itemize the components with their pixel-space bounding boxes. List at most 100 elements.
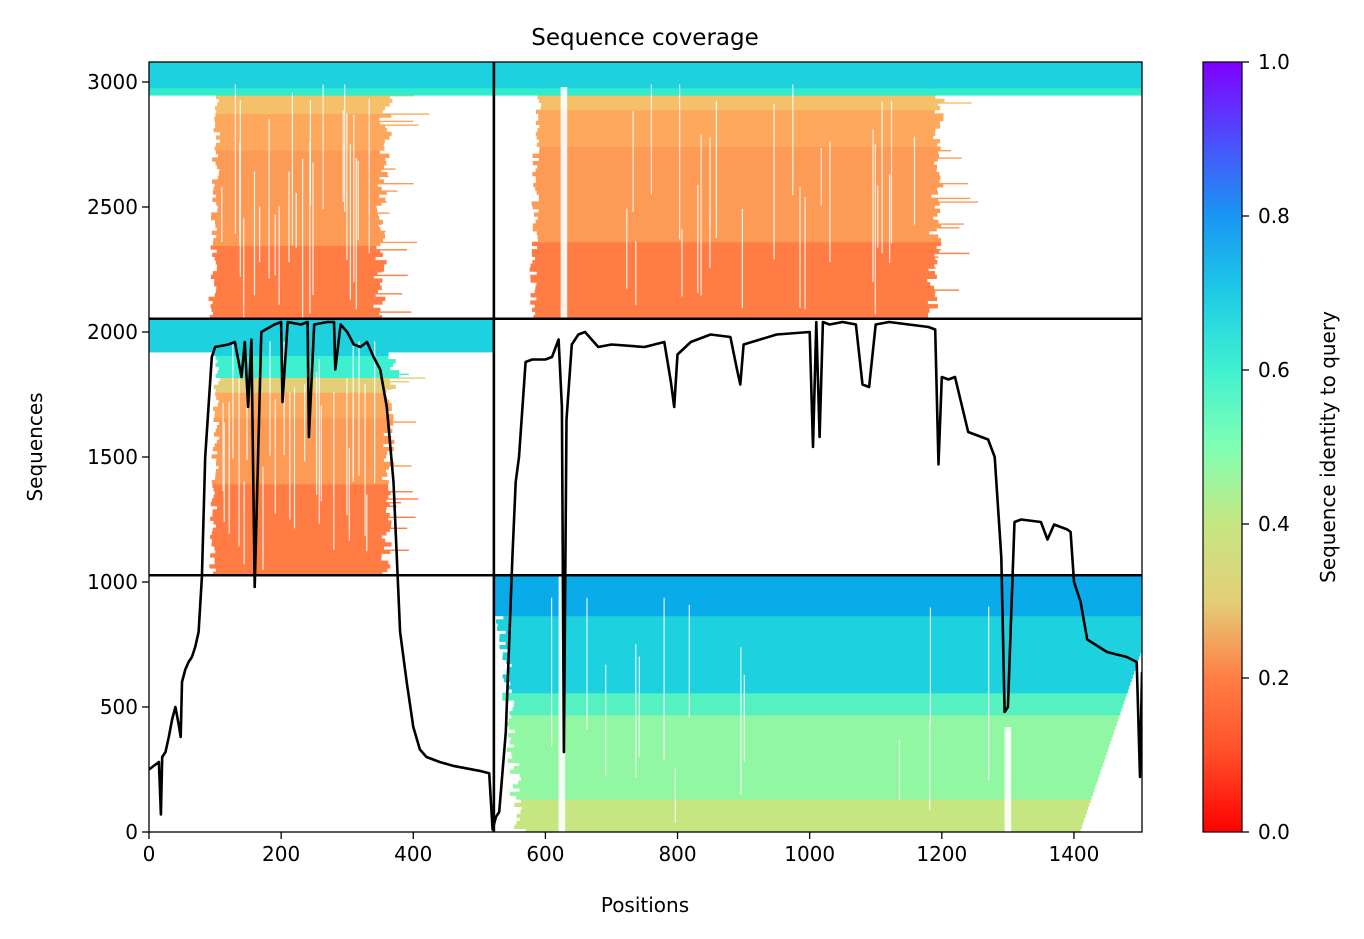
heatmap-row (532, 161, 935, 166)
heatmap-row (214, 117, 380, 122)
heatmap-row (216, 395, 387, 400)
heatmap-gap (820, 147, 822, 206)
heatmap-row (210, 502, 390, 507)
heatmap-row-tail (380, 120, 414, 123)
x-tick-label: 1000 (784, 842, 835, 866)
heatmap-row (502, 692, 1127, 697)
heatmap-row-tail (377, 183, 414, 185)
heatmap-row (149, 62, 494, 67)
heatmap-block (149, 62, 494, 320)
heatmap-row (531, 201, 940, 206)
heatmap-gap (349, 144, 351, 300)
heatmap-row (505, 630, 1142, 635)
heatmap-row (493, 84, 1142, 89)
heatmap-gap (741, 208, 743, 308)
heatmap-row (212, 190, 387, 195)
heatmap-row (502, 655, 1140, 661)
heatmap-row (214, 146, 385, 151)
heatmap-row (493, 589, 1142, 595)
heatmap-row (211, 230, 385, 235)
heatmap-row (532, 227, 937, 232)
heatmap-row (533, 315, 928, 320)
heatmap-row (536, 230, 930, 235)
heatmap-row (214, 545, 385, 551)
heatmap-row (215, 289, 378, 294)
heatmap-row (216, 524, 391, 529)
heatmap-row (509, 769, 1101, 774)
colorbar-label: Sequence identity to query (1316, 311, 1340, 583)
heatmap-row (214, 293, 376, 298)
heatmap-gap (626, 208, 628, 289)
heatmap-row (213, 432, 384, 437)
heatmap-row (215, 410, 388, 415)
heatmap-block (149, 318, 494, 576)
heatmap-row-tail (941, 223, 964, 225)
heatmap-row (530, 278, 928, 283)
heatmap-row (212, 311, 380, 316)
y-tick-label: 500 (100, 695, 138, 719)
heatmap-row (493, 65, 1142, 70)
heatmap-row (210, 534, 382, 540)
heatmap-gap (346, 378, 348, 516)
heatmap-gap (688, 604, 690, 718)
heatmap-gap (773, 104, 775, 260)
heatmap-gap (348, 448, 350, 541)
heatmap-gap (253, 171, 256, 296)
x-axis: 0 200 400 600 800 1000 1200 1400 (143, 832, 1099, 866)
heatmap-gap (632, 111, 634, 212)
heatmap-row (215, 428, 393, 433)
heatmap-row (219, 421, 394, 426)
heatmap-gap (238, 378, 240, 547)
heatmap-row (538, 113, 944, 118)
heatmap-row (537, 234, 939, 239)
heatmap-row (521, 777, 1098, 782)
y-axis-label: Sequences (23, 392, 47, 501)
heatmap-row (493, 80, 1142, 85)
heatmap-row (540, 106, 941, 111)
x-tick-label: 600 (526, 842, 564, 866)
heatmap-row (213, 186, 382, 191)
heatmap-row (518, 780, 1097, 785)
heatmap-gap (804, 196, 806, 310)
heatmap-row (535, 168, 937, 173)
heatmap-row (538, 194, 932, 199)
heatmap-row (211, 531, 387, 536)
heatmap-gap (295, 193, 297, 248)
heatmap-row (216, 201, 382, 206)
heatmap-row (149, 91, 494, 96)
heatmap-row (493, 69, 1142, 74)
heatmap-row (535, 285, 935, 290)
heatmap-row (218, 153, 390, 158)
heatmap-row (209, 315, 382, 320)
heatmap-row (216, 267, 385, 272)
heatmap-row (519, 817, 1085, 822)
heatmap-row (149, 333, 494, 338)
heatmap-row (217, 505, 387, 510)
heatmap-row (532, 260, 938, 265)
heatmap-gap (288, 171, 290, 263)
heatmap-row (493, 62, 1142, 67)
plot-frame (148, 61, 1143, 833)
heatmap-row (215, 135, 390, 140)
heatmap-row-tail (379, 175, 389, 178)
heatmap-gap (586, 597, 588, 730)
heatmap-row (538, 98, 945, 103)
heatmap-gap (674, 768, 676, 823)
heatmap-gap (302, 158, 304, 318)
heatmap-row (212, 509, 386, 514)
y-tick-label: 2000 (87, 320, 138, 344)
heatmap-row (215, 392, 386, 397)
heatmap-gap (259, 206, 261, 262)
heatmap-row-tail (388, 516, 416, 518)
heatmap-row (215, 260, 387, 265)
heatmap-row (493, 611, 1142, 617)
heatmap-row (532, 307, 930, 312)
heatmap-row-tail (937, 186, 939, 189)
heatmap-gap (221, 187, 223, 242)
heatmap-gap (715, 100, 717, 238)
heatmap-row (514, 744, 1110, 749)
heatmap-gap (274, 399, 276, 514)
heatmap-row (212, 271, 378, 276)
heatmap-gap (246, 371, 248, 461)
heatmap-row (215, 223, 379, 228)
